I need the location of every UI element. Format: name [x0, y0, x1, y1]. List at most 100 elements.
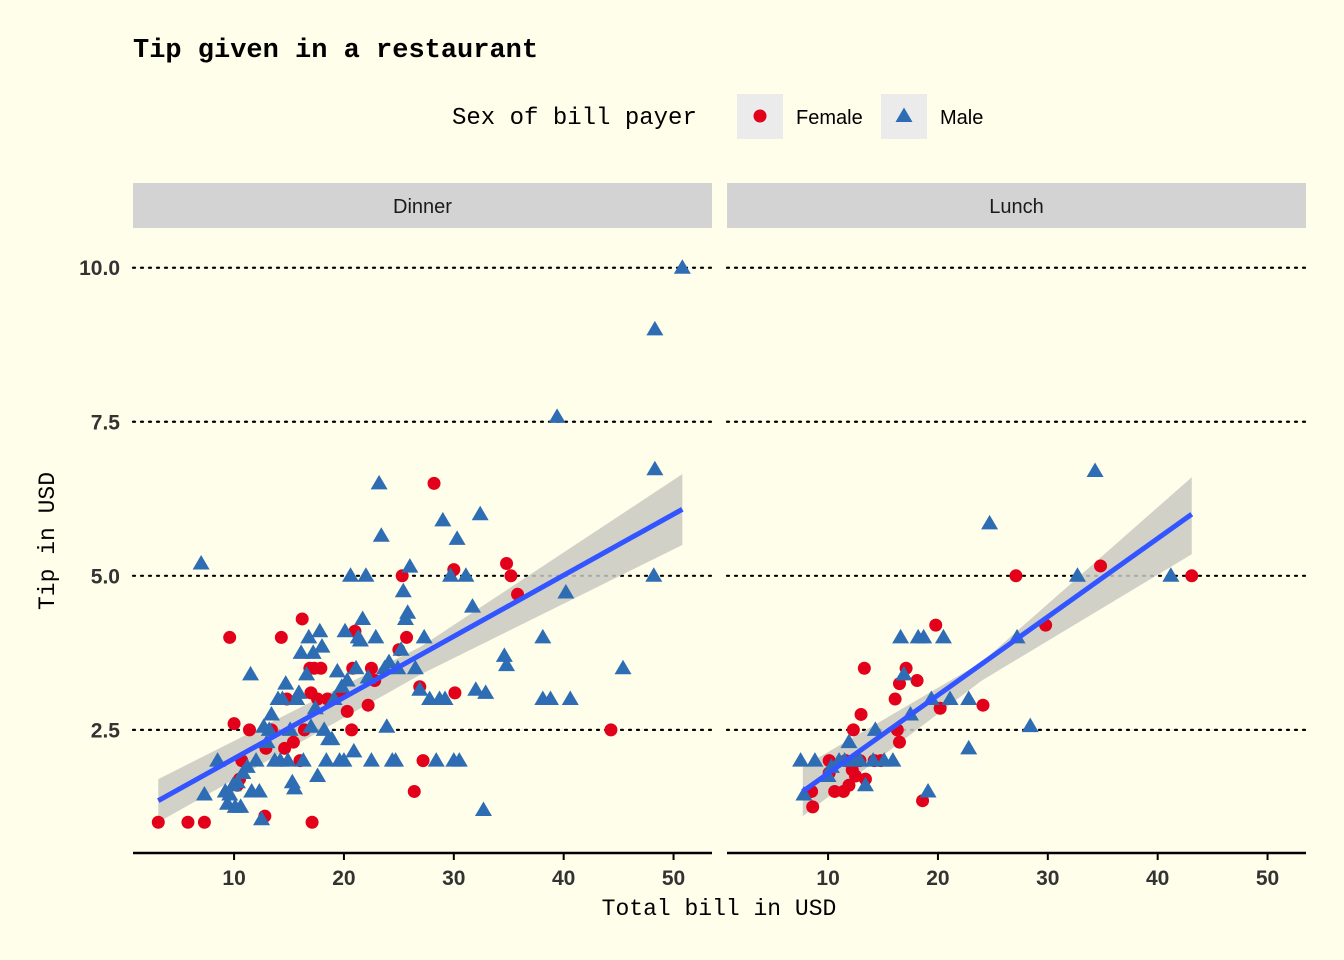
male-point: [351, 632, 369, 647]
female-point: [286, 735, 300, 749]
female-point: [295, 612, 309, 626]
male-point: [228, 773, 246, 789]
male-point: [646, 460, 664, 476]
legend-label-female: Female: [796, 107, 863, 129]
female-point: [242, 723, 256, 737]
female-point: [181, 815, 195, 829]
male-point: [279, 752, 297, 767]
female-point: [448, 686, 462, 700]
regression-line-lunch: [801, 512, 1194, 794]
female-point: [314, 661, 328, 675]
male-point: [792, 752, 810, 767]
male-point: [498, 656, 516, 672]
female-point: [842, 778, 856, 792]
male-point: [557, 583, 575, 599]
male-point: [336, 622, 354, 638]
regression-line-dinner: [157, 507, 684, 803]
male-point: [294, 752, 312, 767]
male-point: [442, 567, 460, 582]
facet-lunch: Lunch 10 20 30 40 50: [725, 183, 1308, 890]
male-point: [338, 672, 356, 687]
male-point: [1086, 462, 1104, 478]
male-point: [892, 628, 910, 644]
y-tick-label: 7.5: [91, 411, 121, 434]
confidence-ribbon-dinner: [158, 474, 683, 823]
male-point: [286, 779, 304, 795]
facet-strip-lunch: [727, 183, 1306, 228]
male-point: [323, 730, 341, 746]
male-point: [392, 641, 410, 656]
male-point: [646, 320, 664, 336]
x-tick-label: 50: [1256, 867, 1279, 890]
chart-title: Tip given in a restaurant: [133, 36, 538, 66]
male-point: [534, 628, 552, 644]
female-point: [846, 723, 860, 737]
male-point: [394, 582, 412, 598]
female-point: [223, 630, 237, 644]
male-point: [380, 653, 398, 669]
female-point: [345, 723, 359, 737]
female-point: [1185, 569, 1199, 583]
male-point: [411, 681, 429, 696]
male-point: [347, 659, 365, 675]
male-point: [450, 752, 468, 767]
male-point: [387, 752, 405, 767]
male-point: [548, 408, 566, 423]
male-point: [1021, 717, 1039, 733]
y-tick-label: 2.5: [91, 719, 121, 742]
x-tick-label: 30: [442, 867, 465, 890]
male-point: [614, 659, 632, 675]
female-point: [892, 735, 906, 749]
female-point: [857, 661, 871, 675]
male-point: [427, 752, 445, 767]
female-point: [361, 698, 375, 712]
female-point: [910, 674, 924, 688]
female-point: [854, 707, 868, 721]
x-tick-label: 20: [332, 867, 355, 890]
male-point: [866, 721, 884, 736]
male-point: [434, 511, 452, 527]
female-point: [340, 704, 354, 718]
x-ticks-dinner: 10 20 30 40 50: [222, 853, 685, 890]
male-point: [673, 259, 691, 274]
male-point: [471, 505, 489, 521]
male-point: [195, 786, 213, 801]
male-point: [463, 598, 481, 613]
y-axis-ticks: 2.5 5.0 7.5 10.0: [79, 257, 120, 742]
male-point: [335, 752, 353, 767]
y-tick-label: 10.0: [79, 257, 120, 280]
male-point: [895, 665, 913, 681]
female-point: [416, 754, 430, 768]
legend: Sex of bill payer Female Male: [452, 94, 983, 139]
male-point: [232, 798, 250, 813]
male-point: [372, 527, 390, 542]
x-tick-label: 40: [1146, 867, 1169, 890]
female-point: [929, 618, 943, 632]
male-point: [436, 690, 454, 706]
female-point: [151, 815, 165, 829]
ribbon-layer-dinner: [158, 474, 683, 823]
x-tick-label: 40: [552, 867, 575, 890]
female-point: [274, 630, 288, 644]
male-point: [242, 665, 260, 681]
fit-layer-lunch: [801, 512, 1194, 794]
male-point: [1068, 567, 1086, 582]
male-point: [354, 610, 372, 625]
male-point: [840, 733, 858, 749]
male-point: [290, 684, 308, 699]
fit-layer-dinner: [157, 507, 684, 803]
male-point: [856, 776, 874, 792]
facet-label-dinner: Dinner: [393, 196, 452, 218]
points-layer-lunch: [792, 462, 1199, 814]
legend-key-male-marker: [895, 107, 913, 122]
male-point: [362, 752, 380, 767]
male-point: [645, 567, 663, 582]
facet-dinner: Dinner 10 20 30 40 50: [131, 183, 714, 890]
male-point: [851, 752, 869, 767]
male-point: [302, 718, 320, 733]
female-point: [305, 815, 319, 829]
male-point: [277, 675, 295, 690]
female-point: [604, 723, 618, 737]
male-point: [378, 718, 396, 733]
